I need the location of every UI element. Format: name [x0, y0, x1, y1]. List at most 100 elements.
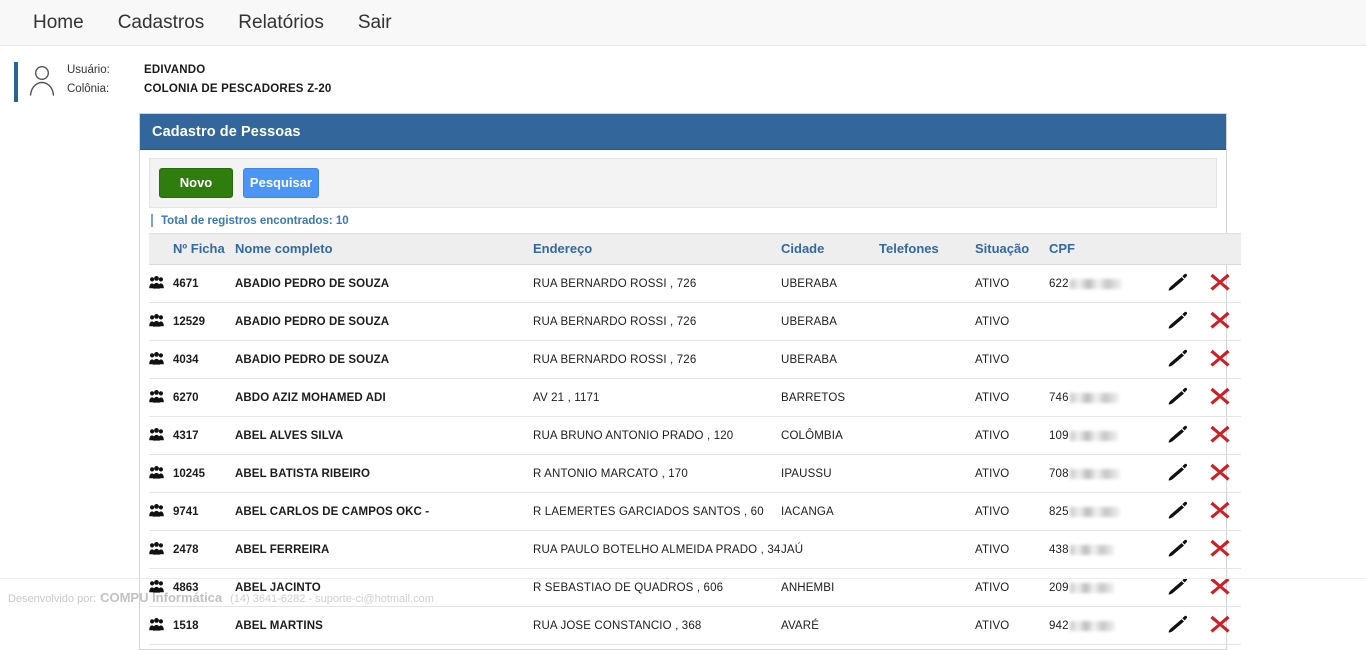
cell-telefones — [879, 454, 975, 494]
usuario-label: Usuário: — [67, 64, 110, 76]
col-header-icon — [149, 233, 173, 266]
table-row[interactable]: 9741 ABEL CARLOS DE CAMPOS OKC -R LAEMERT… — [149, 492, 1241, 532]
pencil-icon[interactable] — [1167, 425, 1189, 446]
row-people-icon-cell — [149, 606, 173, 646]
col-header-delete — [1199, 233, 1241, 266]
col-header-telefones[interactable]: Telefones — [879, 233, 975, 266]
col-header-endereco[interactable]: Endereço — [533, 233, 781, 266]
col-header-cpf[interactable]: CPF — [1049, 233, 1157, 266]
red-x-icon[interactable] — [1209, 614, 1231, 637]
table-row[interactable]: 4863 ABEL JACINTO R SEBASTIAO DE QUADROS ,… — [149, 568, 1241, 608]
cell-cpf: 438 — [1049, 530, 1157, 570]
delete-action-cell[interactable] — [1199, 568, 1241, 608]
red-x-icon[interactable] — [1209, 424, 1231, 447]
red-x-icon[interactable] — [1209, 462, 1231, 485]
delete-action-cell[interactable] — [1199, 416, 1241, 456]
nav-item-home[interactable]: Home — [33, 11, 84, 33]
red-x-icon[interactable] — [1209, 386, 1231, 409]
table-row[interactable]: 2478 ABEL FERREIRA RUA PAULO BOTELHO ALMEI… — [149, 530, 1241, 570]
cell-cpf: 708 — [1049, 454, 1157, 494]
page-footer: Desenvolvido por: COMPU Informática (14)… — [0, 578, 1366, 605]
cpf-visible-digits: 622 — [1049, 277, 1069, 290]
cpf-visible-digits: 746 — [1049, 391, 1069, 404]
nav-item-sair[interactable]: Sair — [357, 11, 392, 33]
total-records-line: Total de registros encontrados: 10 — [149, 208, 1217, 233]
cell-situacao: ATIVO — [975, 568, 1049, 608]
delete-action-cell[interactable] — [1199, 302, 1241, 342]
delete-action-cell[interactable] — [1199, 492, 1241, 532]
edit-action-cell[interactable] — [1157, 340, 1199, 380]
cell-nome: ABEL FERREIRA — [235, 530, 533, 570]
cell-nome: ABEL JACINTO — [235, 568, 533, 608]
pencil-icon[interactable] — [1167, 387, 1189, 408]
cell-cidade: JAÚ — [781, 530, 879, 570]
pesquisar-button[interactable]: Pesquisar — [243, 168, 319, 199]
red-x-icon[interactable] — [1209, 538, 1231, 561]
cell-telefones — [879, 492, 975, 532]
col-header-cidade[interactable]: Cidade — [781, 233, 879, 266]
delete-action-cell[interactable] — [1199, 530, 1241, 570]
cell-telefones — [879, 606, 975, 646]
red-x-icon[interactable] — [1209, 500, 1231, 523]
col-header-nome[interactable]: Nome completo — [235, 233, 533, 266]
pencil-icon[interactable] — [1167, 273, 1189, 294]
table-row[interactable]: 6270 ABDO AZIZ MOHAMED ADI AV 21 , 1171 BAR… — [149, 378, 1241, 418]
delete-action-cell[interactable] — [1199, 378, 1241, 418]
table-row[interactable]: 10245 ABEL BATISTA RIBEIRO R ANTONIO MARCA… — [149, 454, 1241, 494]
pencil-icon[interactable] — [1167, 349, 1189, 370]
delete-action-cell[interactable] — [1199, 264, 1241, 304]
nav-item-cadastros[interactable]: Cadastros — [117, 11, 205, 33]
cell-telefones — [879, 416, 975, 456]
edit-action-cell[interactable] — [1157, 568, 1199, 608]
cell-cpf: 209 — [1049, 568, 1157, 608]
cell-ficha: 12529 — [173, 302, 235, 342]
edit-action-cell[interactable] — [1157, 378, 1199, 418]
red-x-icon[interactable] — [1209, 576, 1231, 599]
cpf-redacted-block — [1069, 430, 1118, 441]
pencil-icon[interactable] — [1167, 615, 1189, 636]
edit-action-cell[interactable] — [1157, 454, 1199, 494]
people-group-icon — [149, 427, 164, 444]
col-header-situacao[interactable]: Situação — [975, 233, 1049, 266]
col-header-ficha[interactable]: Nº Ficha — [173, 233, 235, 266]
delete-action-cell[interactable] — [1199, 606, 1241, 646]
edit-action-cell[interactable] — [1157, 530, 1199, 570]
cell-telefones — [879, 378, 975, 418]
edit-action-cell[interactable] — [1157, 606, 1199, 646]
table-row[interactable]: 4034 ABADIO PEDRO DE SOUZA RUA BERNARDO RO… — [149, 340, 1241, 380]
cell-situacao: ATIVO — [975, 302, 1049, 342]
table-row[interactable]: 4317 ABEL ALVES SILVA RUA BRUNO ANTONIO PR… — [149, 416, 1241, 456]
red-x-icon[interactable] — [1209, 310, 1231, 333]
people-group-icon — [149, 579, 164, 596]
pencil-icon[interactable] — [1167, 539, 1189, 560]
col-header-edit — [1157, 233, 1199, 266]
pencil-icon[interactable] — [1167, 463, 1189, 484]
delete-action-cell[interactable] — [1199, 454, 1241, 494]
delete-action-cell[interactable] — [1199, 340, 1241, 380]
edit-action-cell[interactable] — [1157, 416, 1199, 456]
cpf-redacted-block — [1069, 392, 1119, 403]
page-title: Cadastro de Pessoas — [152, 123, 301, 140]
edit-action-cell[interactable] — [1157, 492, 1199, 532]
pencil-icon[interactable] — [1167, 311, 1189, 332]
cpf-redacted-block — [1069, 468, 1120, 479]
edit-action-cell[interactable] — [1157, 264, 1199, 304]
cell-telefones — [879, 568, 975, 608]
table-row[interactable]: 1518 ABEL MARTINS RUA JOSE CONSTANCIO , 36… — [149, 606, 1241, 646]
red-x-icon[interactable] — [1209, 272, 1231, 295]
cell-cpf: 746 — [1049, 378, 1157, 418]
cell-nome: ABDO AZIZ MOHAMED ADI — [235, 378, 533, 418]
table-row[interactable]: 4671 ABADIO PEDRO DE SOUZA RUA BERNARDO RO… — [149, 264, 1241, 304]
cell-endereco: RUA PAULO BOTELHO ALMEIDA PRADO , 349 — [533, 530, 781, 570]
cell-ficha: 2478 — [173, 530, 235, 570]
table-row[interactable]: 12529 ABADIO PEDRO DE SOUZA RUA BERNARDO R… — [149, 302, 1241, 342]
red-x-icon[interactable] — [1209, 348, 1231, 371]
pencil-icon[interactable] — [1167, 501, 1189, 522]
pencil-icon[interactable] — [1167, 577, 1189, 598]
cell-endereco: RUA BRUNO ANTONIO PRADO , 120 — [533, 416, 781, 456]
cell-cpf: 942 — [1049, 606, 1157, 646]
nav-item-relatorios[interactable]: Relatórios — [238, 11, 324, 33]
novo-button[interactable]: Novo — [159, 168, 233, 199]
edit-action-cell[interactable] — [1157, 302, 1199, 342]
cell-ficha: 4671 — [173, 264, 235, 304]
